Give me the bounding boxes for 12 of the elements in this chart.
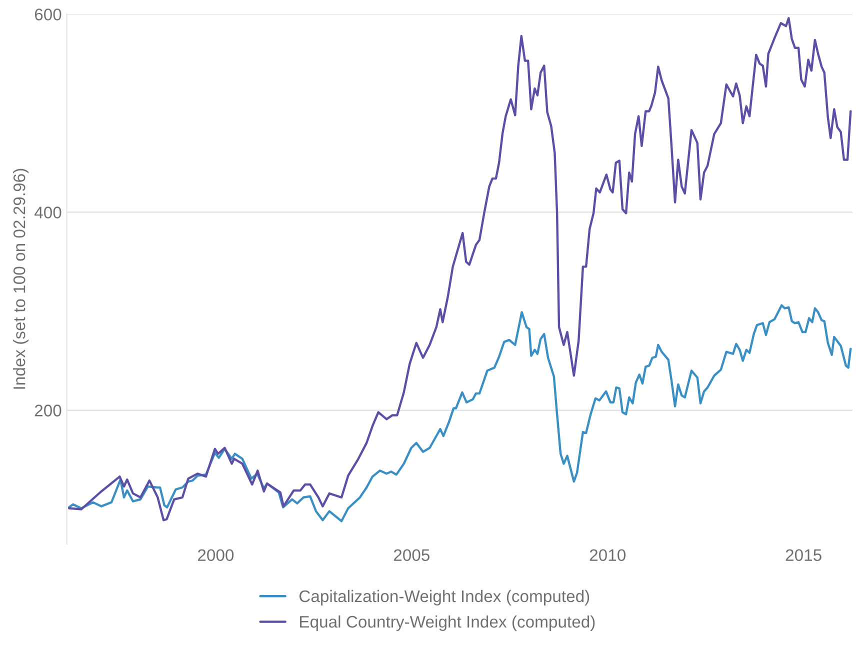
legend-label: Equal Country-Weight Index (computed)	[300, 615, 595, 631]
x-tick-label: 2005	[394, 549, 430, 562]
x-tick-label: 2015	[786, 549, 822, 562]
legend-label: Capitalization-Weight Index (computed)	[299, 590, 590, 606]
line-series	[68, 17, 852, 522]
y-tick-label: 400	[34, 206, 62, 218]
y-tick-label: 600	[34, 8, 62, 20]
x-tick-label: 2000	[198, 549, 234, 562]
y-axis-title: Index (set to 100 on 02.29.96)	[13, 168, 29, 389]
line-series	[68, 304, 852, 522]
x-tick-label: 2010	[590, 549, 626, 562]
y-tick-label: 200	[34, 404, 62, 416]
